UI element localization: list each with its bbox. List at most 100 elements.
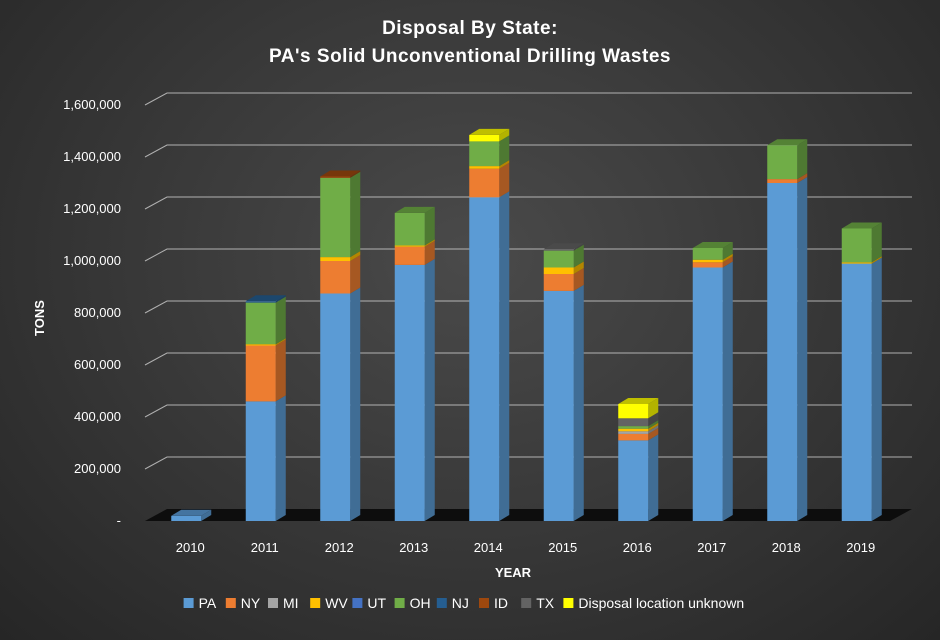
gridline <box>144 144 912 158</box>
y-tick-label: 800,000 <box>74 305 121 320</box>
bar-side-PA <box>424 258 435 521</box>
legend-swatch <box>479 598 489 608</box>
bar-segment-OH <box>543 250 574 268</box>
y-tick-label: 600,000 <box>74 357 121 372</box>
legend-swatch <box>183 598 194 608</box>
legend-label: TX <box>536 595 555 611</box>
bar-top-face <box>245 295 286 302</box>
bar-side-TX <box>573 243 584 251</box>
bar-segment-PA <box>469 197 500 522</box>
bar-segment-PA <box>171 515 202 521</box>
legend-swatch <box>352 598 363 608</box>
bar-segment-NY <box>767 179 798 183</box>
bar-segment-NJ <box>245 301 276 303</box>
bar-top-face <box>469 128 510 135</box>
bar-side-OH <box>499 135 510 167</box>
bar-segment-NY <box>543 274 574 291</box>
bar-stack-2015 <box>543 243 584 521</box>
bar-side-PA <box>871 257 882 521</box>
legend-label: Disposal location unknown <box>578 595 744 611</box>
y-tick-label: 1,400,000 <box>63 149 121 164</box>
bar-side-NY <box>573 268 584 291</box>
x-tick-label: 2013 <box>399 540 428 555</box>
x-tick-label: 2010 <box>176 540 205 555</box>
bar-stack-2018 <box>767 139 808 521</box>
bar-side-PA <box>350 287 361 521</box>
bar-side-WV <box>350 251 361 261</box>
gridline <box>144 352 912 366</box>
y-tick-label: 1,200,000 <box>63 201 121 216</box>
bar-segment-NY <box>245 345 276 402</box>
bar-segment-PA <box>245 401 276 521</box>
legend-item-TX: TX <box>521 595 555 611</box>
gridline <box>144 92 912 106</box>
gridlines <box>144 92 912 470</box>
bar-segment-WV <box>320 257 351 261</box>
y-tick-label: - <box>117 513 121 528</box>
legend-swatch <box>436 598 447 608</box>
bar-side-ID <box>350 170 361 178</box>
bar-side-NY <box>350 255 361 294</box>
bar-side-PA <box>648 434 659 521</box>
bar-side-PA <box>499 191 510 522</box>
x-tick-label: 2015 <box>548 540 577 555</box>
bar-segment-ID <box>320 176 351 178</box>
bar-side-OH <box>797 139 808 180</box>
legend-item-UT: UT <box>352 595 387 611</box>
bars <box>171 128 882 522</box>
x-tick-label: 2019 <box>846 540 875 555</box>
bar-side-PA <box>797 177 808 521</box>
bar-segment-PA <box>692 267 723 521</box>
legend-item-NJ: NJ <box>436 595 469 611</box>
bar-stack-2013 <box>394 206 435 521</box>
bar-segment-NY <box>320 261 351 294</box>
bar-side-OH <box>424 206 435 246</box>
bar-segment-WV <box>543 267 574 274</box>
bar-segment-MI <box>618 431 649 434</box>
bar-segment-OH <box>320 177 351 258</box>
bar-side-OH <box>871 222 882 263</box>
x-tick-label: 2017 <box>697 540 726 555</box>
y-axis-ticks: - 200,000 400,000 600,000 800,000 1,000,000 1,… <box>63 97 121 528</box>
legend-item-NY: NY <box>225 595 261 611</box>
bar-segment-OH <box>245 302 276 345</box>
bar-side-OH <box>573 244 584 268</box>
bar-side-NY <box>275 339 286 402</box>
gridline <box>144 196 912 210</box>
legend-swatch <box>268 598 278 608</box>
bar-segment-NY <box>618 433 649 441</box>
bar-side-Disposal location unknown <box>499 128 510 142</box>
bar-top-face <box>543 243 584 250</box>
gridline <box>144 300 912 314</box>
bar-side-NY <box>424 240 435 265</box>
bar-segment-NY <box>394 246 425 265</box>
chart-title-line-2: PA's Solid Unconventional Drilling Waste… <box>269 46 671 67</box>
bar-stack-2011 <box>245 295 286 521</box>
bar-side-TX <box>648 412 659 427</box>
chart-title-line-1: Disposal By State: <box>382 18 558 39</box>
y-tick-label: 1,600,000 <box>63 97 121 112</box>
legend-item-PA: PA <box>183 595 217 611</box>
legend-swatch <box>394 598 405 608</box>
bar-top-face <box>394 206 435 213</box>
legend-item-MI: MI <box>268 595 299 611</box>
bar-side-WV <box>722 253 733 263</box>
x-tick-label: 2012 <box>325 540 354 555</box>
x-tick-label: 2018 <box>772 540 801 555</box>
bar-top-face <box>767 139 808 146</box>
bar-side-NY <box>648 427 659 441</box>
x-tick-label: 2014 <box>474 540 503 555</box>
legend-label: MI <box>283 595 299 611</box>
bar-side-OH <box>648 420 659 429</box>
bar-top-face <box>320 170 361 177</box>
bar-segment-OH <box>394 212 425 246</box>
bar-top-face <box>692 242 733 248</box>
bar-side-OH <box>350 171 361 258</box>
y-tick-label: 200,000 <box>74 461 121 476</box>
bar-side-WV <box>275 338 286 346</box>
bar-side-PA <box>722 261 733 521</box>
bar-segment-PA <box>320 293 351 521</box>
bar-top-face <box>171 509 212 516</box>
bar-stack-2014 <box>469 128 510 522</box>
bar-segment-WV <box>841 262 872 264</box>
